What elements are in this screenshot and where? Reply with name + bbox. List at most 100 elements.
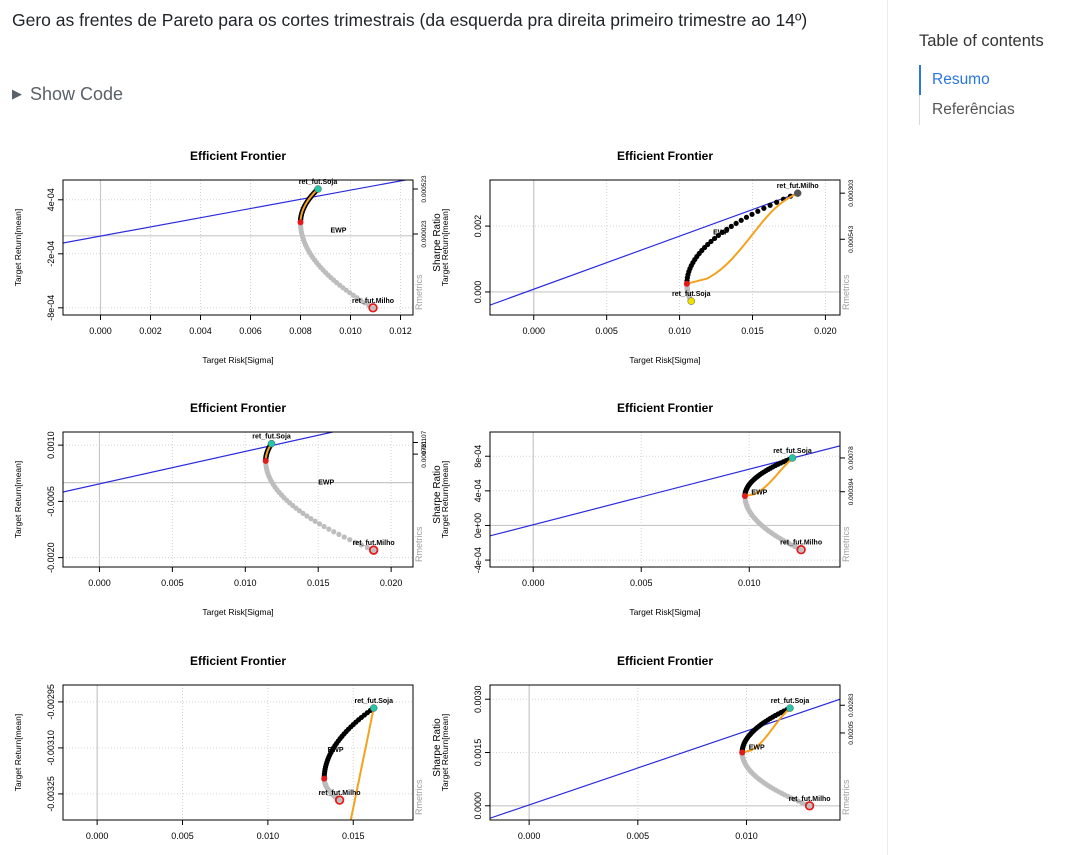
sharpe-ratio-label: Sharpe Ratio (432, 465, 443, 524)
x-axis-label: Target Risk[Sigma] (202, 355, 273, 365)
frontier-inefficient-point (364, 544, 370, 551)
rmetrics-watermark: Rmetrics (414, 274, 424, 310)
sharpe-tick-label: 0.000543 (848, 225, 855, 252)
frontier-efficient-point (749, 211, 755, 217)
asset-point (368, 545, 379, 555)
frontier-inefficient-point (350, 292, 356, 298)
toc-item-resumo[interactable]: Resumo (932, 71, 990, 88)
y-tick-label: 0.0015 (473, 739, 483, 767)
point-label: EWP (328, 747, 344, 754)
asset-point (793, 189, 802, 197)
frontier-efficient-point (774, 199, 780, 205)
x-tick-label: 0.010 (234, 578, 257, 588)
frontier-efficient-point (711, 235, 718, 242)
x-tick-label: 0.000 (89, 326, 112, 336)
frontier-inefficient-point (331, 529, 337, 535)
toc-active-indicator (919, 65, 921, 95)
frontier-inefficient-point (336, 797, 343, 803)
frontier-inefficient-point (371, 547, 377, 553)
x-tick-label: 0.000 (522, 326, 545, 336)
asset-point (804, 801, 815, 811)
asset-point (314, 185, 322, 193)
frontier-efficient-point (724, 226, 730, 232)
x-tick-label: 0.020 (380, 578, 403, 588)
x-tick-label: 0.005 (161, 578, 184, 588)
frontier-inefficient-point (806, 803, 813, 809)
sharpe-tick-label: 0.00078 (848, 446, 855, 470)
highlight-curve (744, 457, 794, 497)
toc-item-referencias[interactable]: Referências (932, 101, 1015, 118)
frontier-inefficient-point (358, 297, 364, 303)
intro-paragraph: Gero as frentes de Pareto para os cortes… (12, 10, 808, 30)
sharpe-tick-label: 0.000761 (421, 440, 428, 467)
frontier-inefficient-point (312, 518, 318, 524)
asset-point (788, 454, 797, 462)
x-tick-label: 0.012 (389, 326, 412, 336)
rmetrics-watermark: Rmetrics (841, 274, 851, 310)
y-tick-label: -2e-04 (46, 241, 56, 267)
point-label: ret_fut.Soja (354, 698, 393, 705)
plot-box (62, 179, 414, 316)
sharpe-ratio-label: Sharpe Ratio (432, 213, 443, 272)
frontier-inefficient-point (326, 526, 332, 532)
point-label: EWP (713, 229, 729, 236)
x-tick-label: 0.015 (741, 326, 764, 336)
frontier-inefficient-point (336, 531, 342, 537)
y-tick-label: -0.00295 (46, 684, 56, 720)
chart-panel-5: Efficient Frontier ret_fut.Soja ret_fut.Mi… (13, 654, 424, 841)
asset-point (786, 704, 794, 712)
frontier-efficient-point (743, 214, 750, 220)
point-label: ret_fut.Soja (252, 434, 291, 441)
sharpe-tick-label: 0.00107 (421, 430, 428, 454)
show-code-toggle[interactable]: ▶ Show Code (12, 84, 123, 105)
plot-area (63, 685, 413, 820)
sharpe-tick-label: 0.000303 (848, 179, 855, 206)
rmetrics-watermark: Rmetrics (841, 779, 851, 815)
chart-title: Efficient Frontier (190, 149, 286, 163)
plot-area (63, 432, 413, 567)
point-label: ret_fut.Soja (773, 448, 812, 455)
highlight-curve (299, 188, 319, 223)
chart-panel-2: Efficient Frontier ret_fut.Milho ret_fut.S… (432, 149, 855, 365)
y-tick-label: -0.0005 (46, 486, 56, 517)
x-tick-label: 0.010 (738, 578, 761, 588)
frontier-inefficient-point (304, 513, 310, 519)
frontier-inefficient-point (341, 534, 347, 540)
highlight-curve (349, 707, 375, 820)
frontier-inefficient-point (321, 523, 327, 530)
point-label: ret_fut.Soja (299, 179, 338, 186)
expand-triangle-icon: ▶ (12, 86, 22, 101)
x-tick-label: 0.010 (735, 831, 758, 841)
frontier-inefficient-point (347, 537, 353, 543)
chart-title: Efficient Frontier (617, 654, 713, 668)
min-variance-point (297, 219, 304, 226)
y-tick-label: 4e-04 (473, 479, 483, 502)
toc-list: Resumo Referências (919, 65, 1069, 125)
frontier-inefficient-point (370, 305, 376, 311)
y-axis-label: Target Return[mean] (13, 209, 23, 286)
plot-box (62, 431, 414, 568)
y-tick-label: 4e-04 (46, 188, 56, 211)
chart-panel-6: Efficient Frontier ret_fut.Soja ret_fut.Mi… (432, 654, 855, 841)
point-label: ret_fut.Soja (672, 291, 711, 298)
frontier-inefficient-point (354, 295, 360, 301)
chart-panel-1: Efficient Frontier ret_fut.Soja ret_fut.Mi… (13, 149, 428, 365)
x-tick-label: 0.000 (522, 578, 545, 588)
rmetrics-watermark: Rmetrics (841, 526, 851, 562)
highlight-curve (686, 192, 799, 285)
y-tick-label: 0.002 (473, 215, 483, 238)
min-variance-point (683, 280, 690, 287)
point-label: ret_fut.Soja (771, 698, 810, 705)
y-axis-label: Target Return[mean] (440, 714, 450, 791)
asset-point (368, 303, 378, 313)
point-label: EWP (318, 479, 334, 486)
y-tick-label: -4e-04 (473, 547, 483, 573)
frontier-efficient-point (761, 205, 767, 211)
y-tick-label: 0.0030 (473, 685, 483, 713)
x-tick-label: 0.010 (668, 326, 691, 336)
x-axis-label: Target Risk[Sigma] (629, 607, 700, 617)
frontier-efficient-point (719, 229, 726, 236)
y-tick-label: -0.00310 (46, 730, 56, 766)
frontier-efficient-point (705, 241, 711, 248)
point-label: ret_fut.Milho (352, 298, 394, 305)
